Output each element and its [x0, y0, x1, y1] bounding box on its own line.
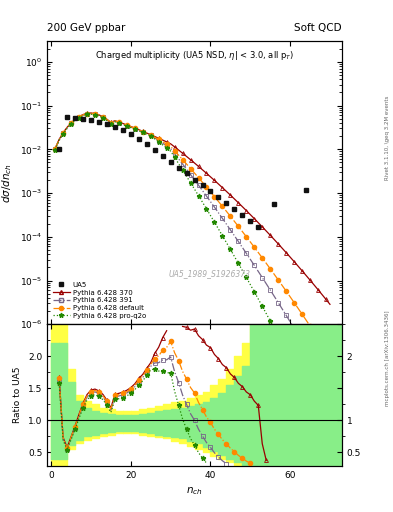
Y-axis label: Ratio to UA5: Ratio to UA5 [13, 367, 22, 423]
Text: mcplots.cern.ch [arXiv:1306.3436]: mcplots.cern.ch [arXiv:1306.3436] [385, 311, 390, 406]
Y-axis label: $d\sigma/dn_{ch}$: $d\sigma/dn_{ch}$ [0, 163, 14, 203]
Text: Charged multiplicity (UA5 NSD, $\eta$| < 3.0, all p$_T$): Charged multiplicity (UA5 NSD, $\eta$| <… [95, 50, 294, 62]
Text: UA5_1989_S1926373: UA5_1989_S1926373 [168, 269, 250, 278]
Text: 200 GeV ppbar: 200 GeV ppbar [47, 23, 125, 33]
Legend: UA5, Pythia 6.428 370, Pythia 6.428 391, Pythia 6.428 default, Pythia 6.428 pro-: UA5, Pythia 6.428 370, Pythia 6.428 391,… [51, 280, 148, 321]
X-axis label: $n_{ch}$: $n_{ch}$ [186, 485, 203, 497]
Text: Soft QCD: Soft QCD [294, 23, 342, 33]
Text: Rivet 3.1.10, \geq 3.2M events: Rivet 3.1.10, \geq 3.2M events [385, 96, 390, 180]
